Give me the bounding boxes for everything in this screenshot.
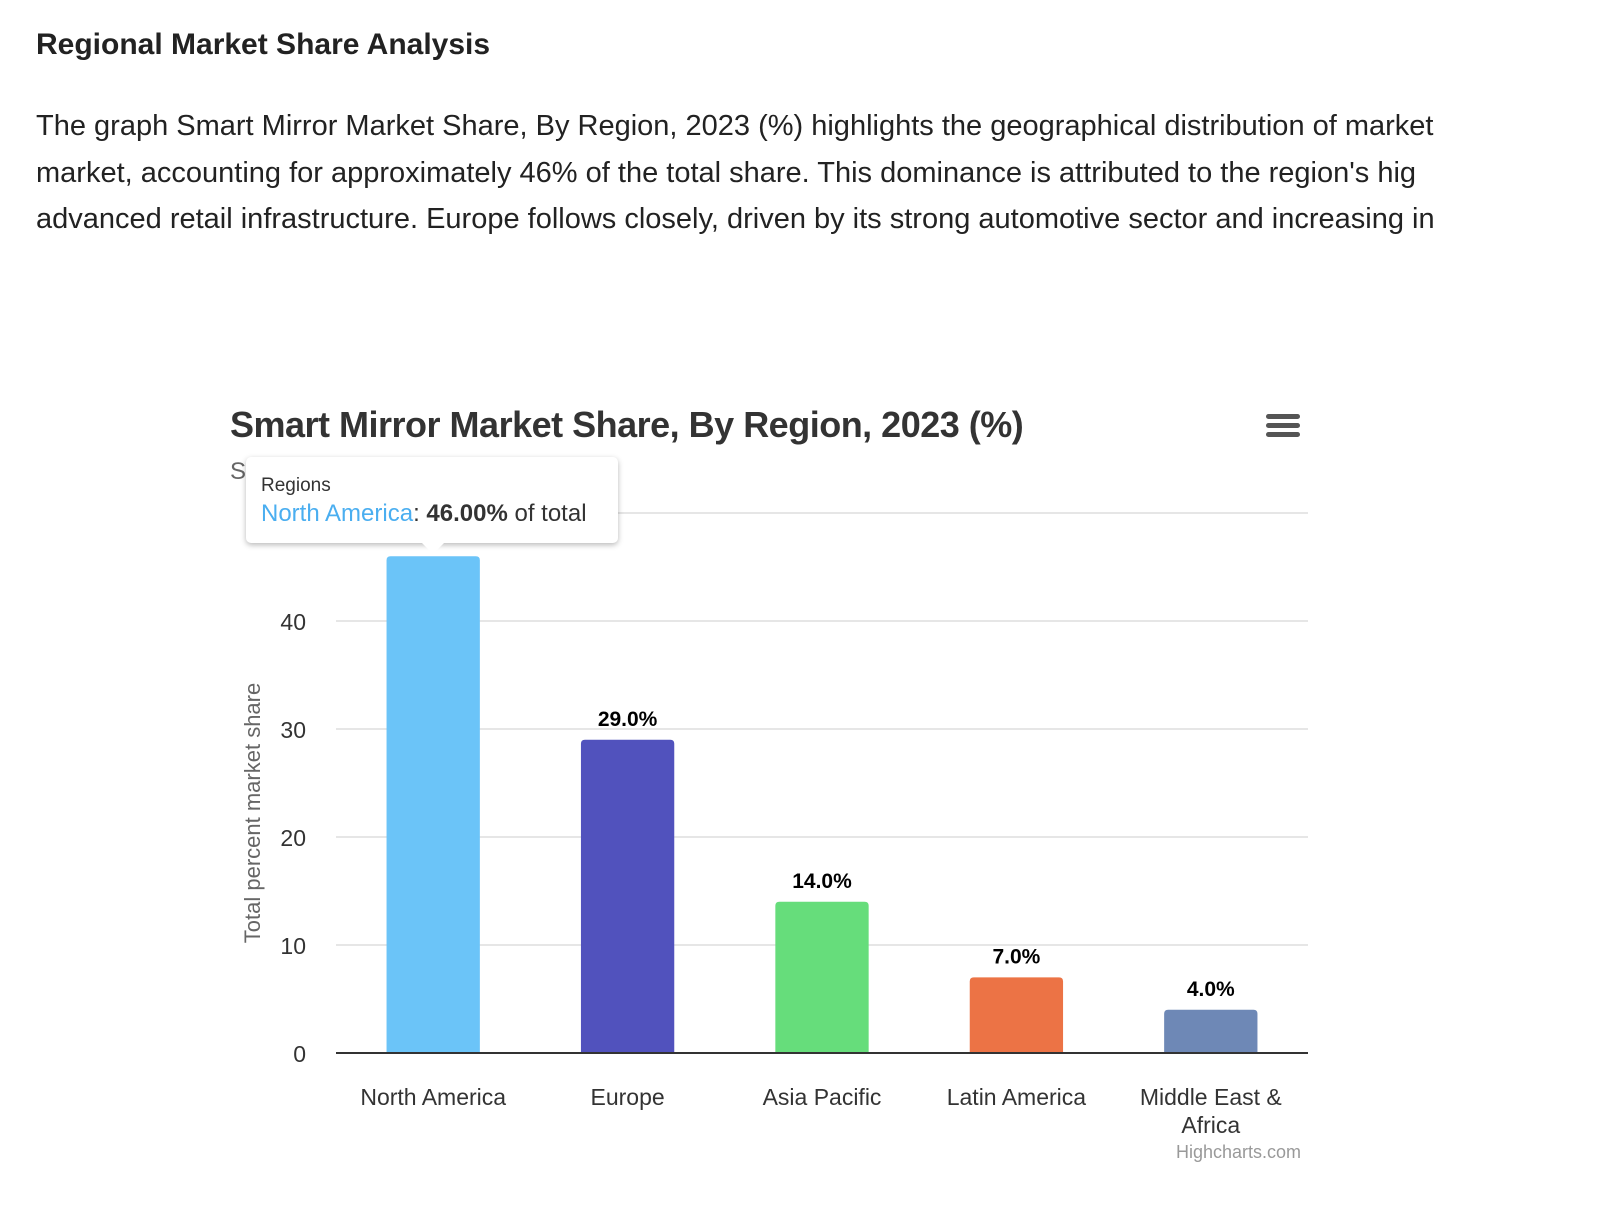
bar bbox=[775, 901, 869, 1053]
tooltip-suffix: of total bbox=[507, 500, 587, 527]
chart-tooltip: Regions North America: 46.00% of total bbox=[246, 457, 618, 554]
chart-credit-link[interactable]: Highcharts.com bbox=[1176, 1142, 1302, 1162]
article-body-line: advanced retail infrastructure. Europe f… bbox=[36, 203, 1435, 235]
tooltip-separator: : bbox=[413, 500, 427, 527]
tooltip-series-name: North America bbox=[261, 500, 414, 527]
tooltip-line: North America: 46.00% of total bbox=[261, 498, 618, 530]
hamburger-menu-icon[interactable] bbox=[1262, 410, 1302, 446]
bar bbox=[386, 556, 480, 1053]
chart-title: Smart Mirror Market Share, By Region, 20… bbox=[230, 404, 1024, 445]
y-tick-label: 30 bbox=[280, 717, 306, 743]
article-body-line: The graph Smart Mirror Market Share, By … bbox=[36, 110, 1434, 142]
bar bbox=[580, 739, 675, 1053]
y-axis-title: Total percent market share bbox=[240, 683, 265, 943]
chart-container: 0 10 20 30 40 Total percent market share 29.0%… bbox=[210, 380, 1330, 1180]
article-body: The graph Smart Mirror Market Share, By … bbox=[36, 103, 1608, 243]
x-tick-label: Latin America bbox=[947, 1084, 1087, 1110]
x-tick-label: North America bbox=[360, 1084, 506, 1110]
bar-chart: 0 10 20 30 40 Total percent market share 29.0%… bbox=[240, 512, 1308, 1138]
bar bbox=[969, 977, 1064, 1053]
data-label: 4.0% bbox=[1187, 978, 1235, 1001]
article-body-line: market, accounting for approximately 46%… bbox=[36, 156, 1417, 189]
y-tick-label: 0 bbox=[293, 1041, 306, 1067]
x-tick-label: Asia Pacific bbox=[763, 1084, 882, 1110]
data-label: 14.0% bbox=[792, 870, 852, 893]
x-tick-label: Europe bbox=[591, 1084, 665, 1110]
chart-subtitle: S bbox=[230, 458, 246, 485]
y-tick-label: 20 bbox=[280, 825, 306, 851]
tooltip-value: 46.00% bbox=[426, 500, 508, 527]
article-heading: Regional Market Share Analysis bbox=[36, 28, 491, 61]
y-tick-label: 40 bbox=[280, 609, 306, 635]
tooltip-header: Regions bbox=[261, 475, 331, 496]
data-label: 7.0% bbox=[992, 945, 1040, 968]
x-tick-label: Middle East & Africa bbox=[1140, 1084, 1282, 1138]
y-tick-label: 10 bbox=[280, 933, 306, 959]
bar bbox=[1164, 1009, 1258, 1053]
data-label: 29.0% bbox=[598, 708, 658, 731]
